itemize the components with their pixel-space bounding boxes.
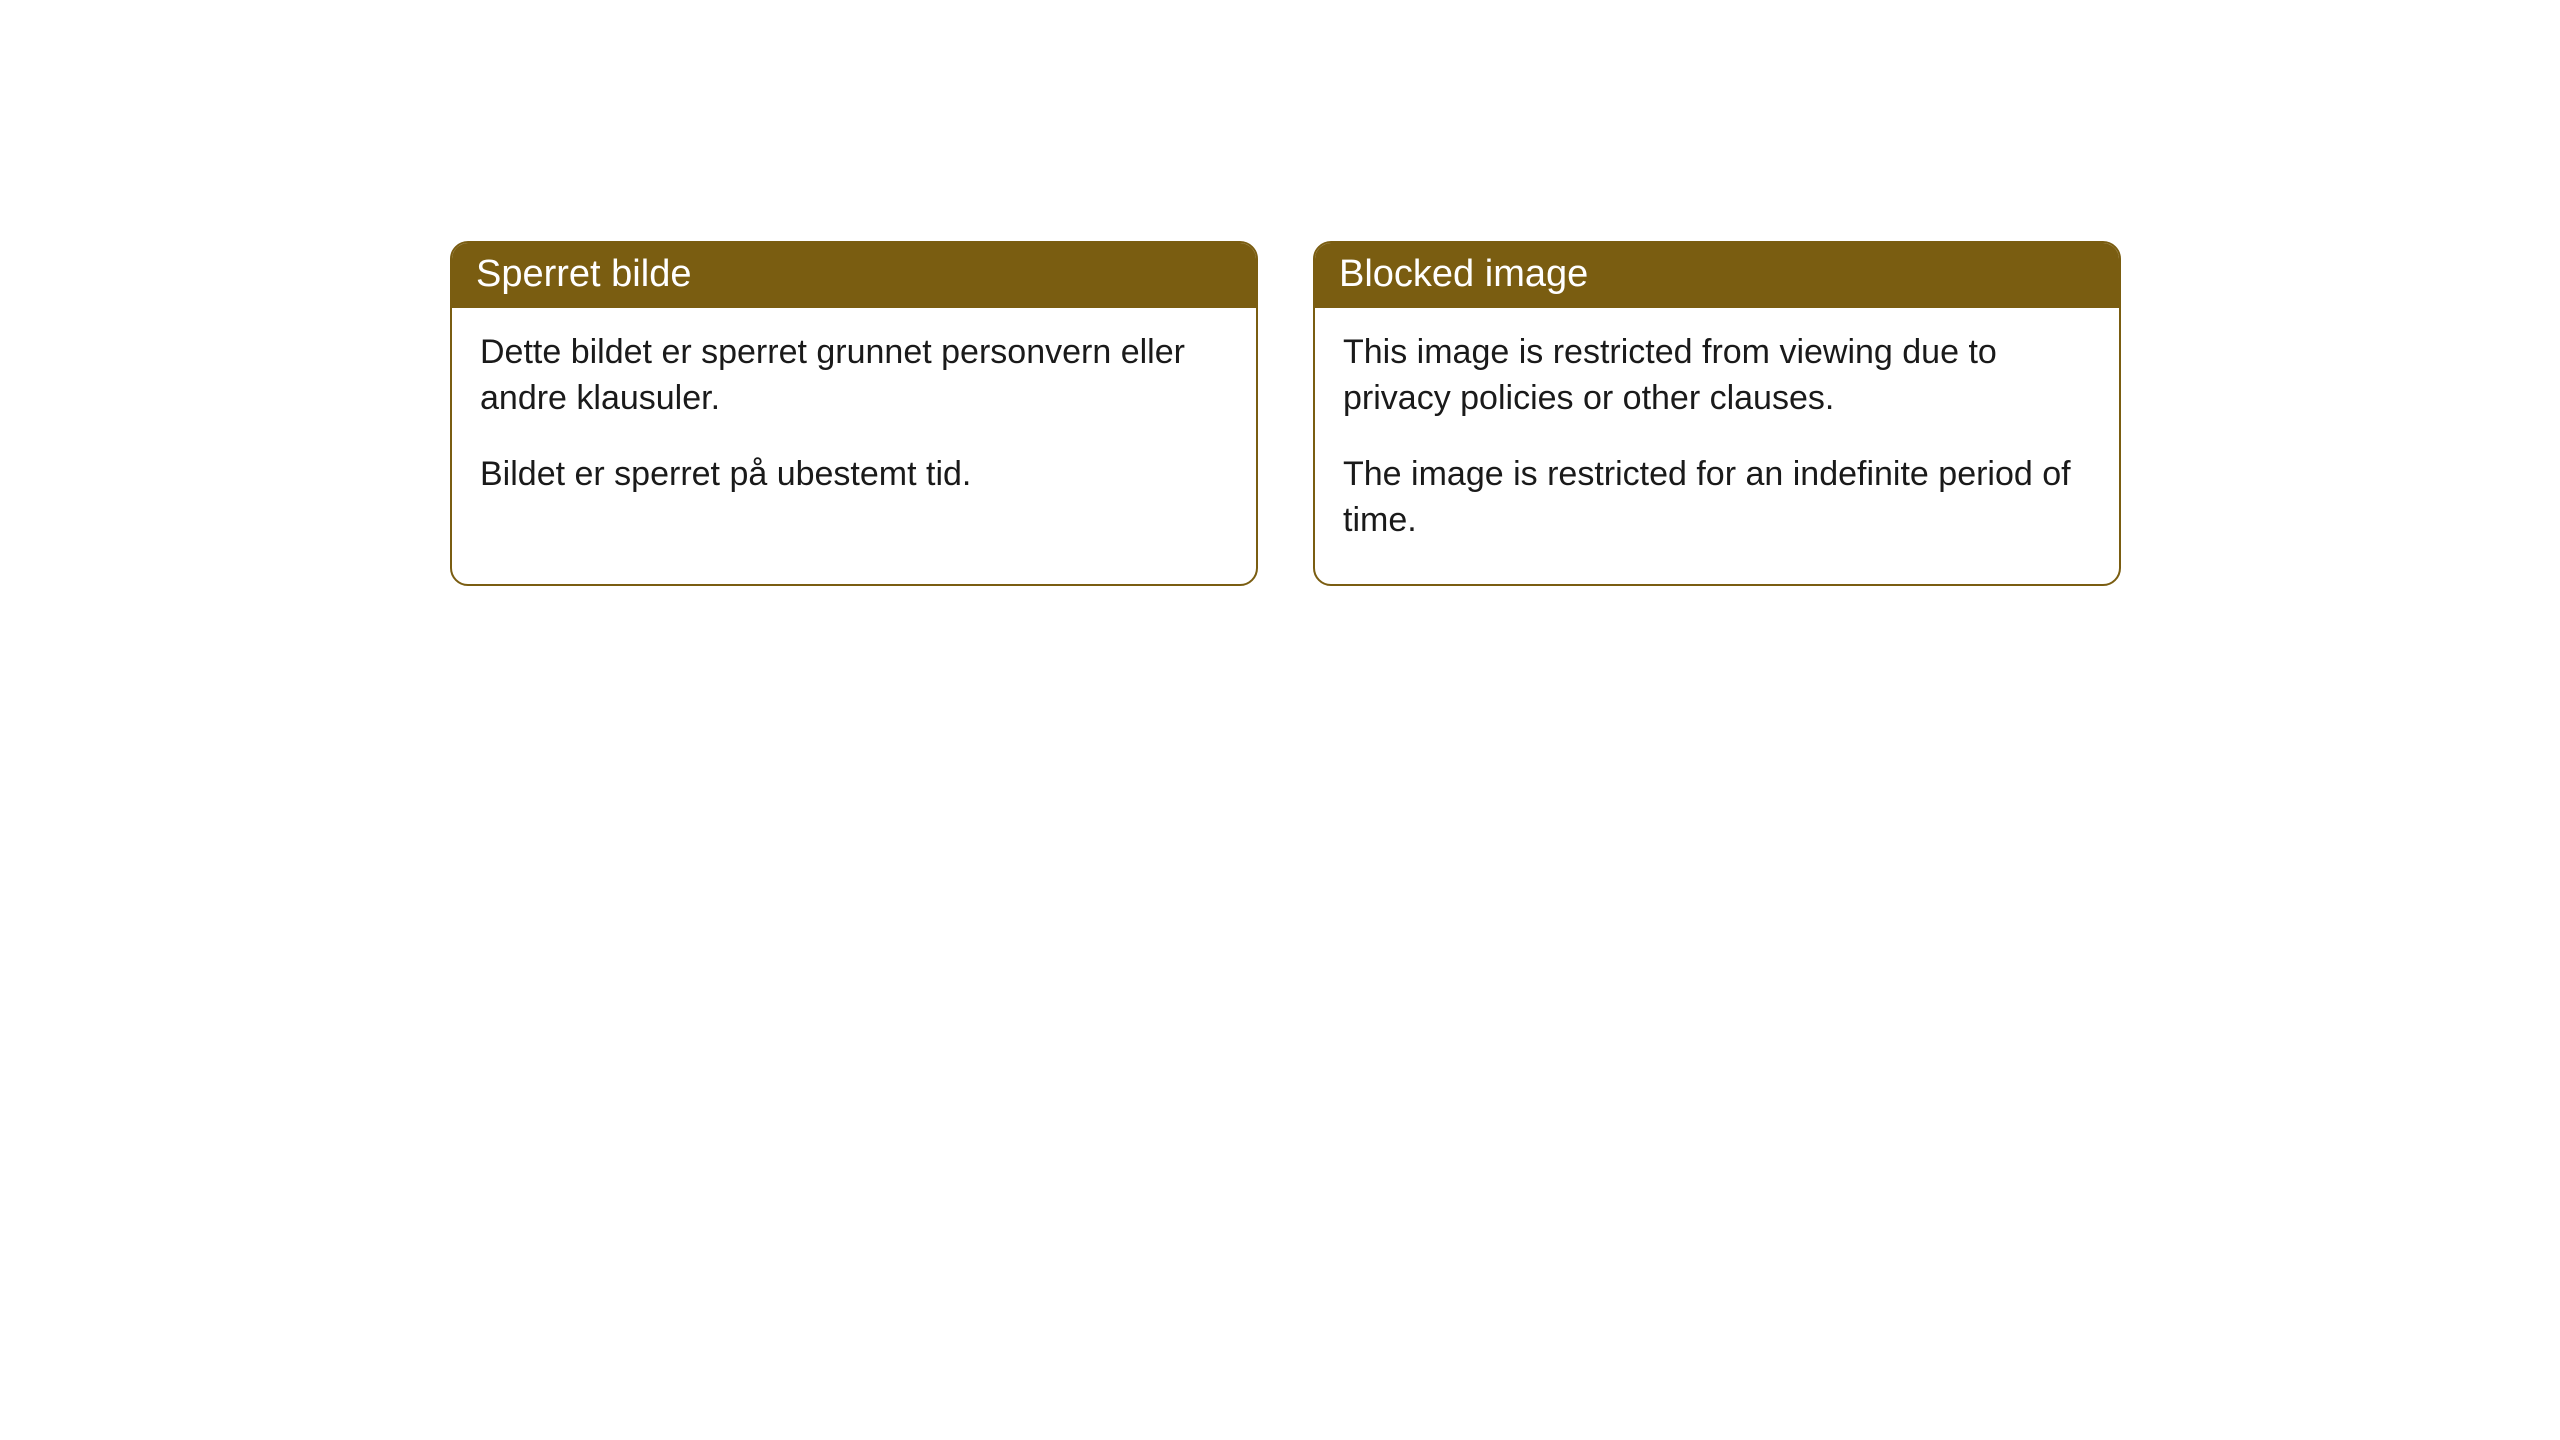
- card-paragraph: The image is restricted for an indefinit…: [1343, 452, 2091, 544]
- card-title: Blocked image: [1339, 253, 1588, 295]
- card-body: Dette bildet er sperret grunnet personve…: [452, 308, 1256, 538]
- card-header: Blocked image: [1315, 243, 2119, 308]
- card-paragraph: Dette bildet er sperret grunnet personve…: [480, 330, 1228, 422]
- notice-card-norwegian: Sperret bilde Dette bildet er sperret gr…: [450, 241, 1258, 586]
- card-header: Sperret bilde: [452, 243, 1256, 308]
- card-body: This image is restricted from viewing du…: [1315, 308, 2119, 584]
- card-paragraph: This image is restricted from viewing du…: [1343, 330, 2091, 422]
- card-title: Sperret bilde: [476, 253, 691, 295]
- notice-cards-container: Sperret bilde Dette bildet er sperret gr…: [450, 241, 2121, 586]
- notice-card-english: Blocked image This image is restricted f…: [1313, 241, 2121, 586]
- card-paragraph: Bildet er sperret på ubestemt tid.: [480, 452, 1228, 498]
